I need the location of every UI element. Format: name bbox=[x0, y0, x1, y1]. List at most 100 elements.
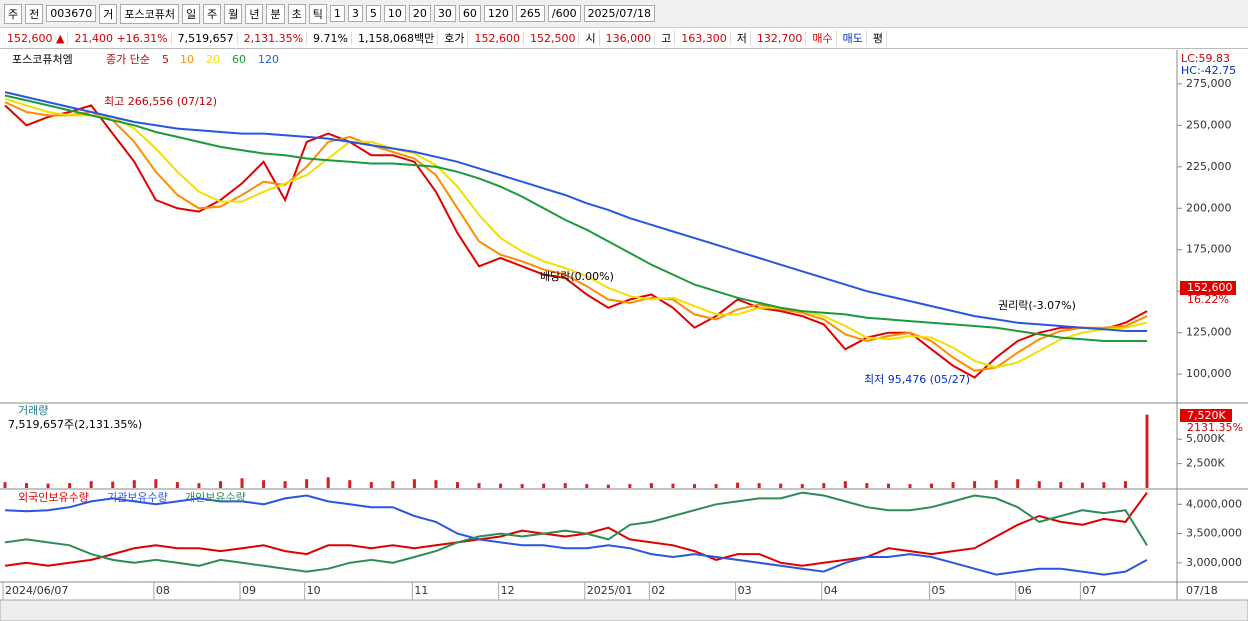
x-tick-label: 2025/01 bbox=[587, 584, 633, 597]
x-tick-label: 12 bbox=[501, 584, 515, 597]
legend-item: 5 bbox=[162, 53, 169, 66]
toolbar-item[interactable]: 주 bbox=[4, 3, 23, 24]
toolbar-item[interactable]: 전 bbox=[25, 3, 44, 24]
toolbar-item[interactable]: 분 bbox=[266, 3, 285, 24]
volume-bar bbox=[89, 481, 93, 488]
volume-bar bbox=[3, 482, 7, 488]
info-item: 1,158,068백만 bbox=[355, 30, 439, 46]
x-tick-label: 08 bbox=[156, 584, 170, 597]
volume-bar bbox=[391, 481, 395, 488]
toolbar-item[interactable]: 초 bbox=[287, 3, 306, 24]
toolbar-item[interactable]: 20 bbox=[408, 5, 431, 22]
toolbar-item[interactable]: 포스코퓨처 bbox=[120, 3, 179, 24]
toolbar-item[interactable]: 30 bbox=[433, 5, 456, 22]
x-end-label: 07/18 bbox=[1186, 584, 1218, 597]
right-label: 2131.35% bbox=[1187, 421, 1243, 434]
volume-bar bbox=[499, 483, 503, 488]
volume-bar bbox=[25, 483, 29, 488]
x-tick-label: 06 bbox=[1018, 584, 1032, 597]
toolbar-item[interactable]: 3 bbox=[347, 5, 363, 22]
volume-bar bbox=[154, 479, 158, 488]
toolbar-item[interactable]: 일 bbox=[181, 3, 201, 24]
toolbar-item[interactable]: 틱 bbox=[308, 3, 327, 24]
legend-item: 외국인보유수량 bbox=[18, 491, 89, 504]
x-tick-label: 04 bbox=[824, 584, 838, 597]
volume-bar bbox=[1102, 482, 1106, 488]
chart-title: 포스코퓨처엠 bbox=[12, 53, 73, 66]
y-tick-label: 250,000 bbox=[1186, 118, 1232, 131]
volume-bar bbox=[455, 482, 459, 488]
legend-item: 기관보유수량 bbox=[107, 491, 168, 504]
volume-bar bbox=[563, 483, 567, 488]
toolbar-item[interactable]: 10 bbox=[383, 5, 406, 22]
volume-bar bbox=[132, 480, 136, 488]
volume-bar bbox=[520, 484, 524, 488]
info-item: 21,400 +16.31% bbox=[71, 31, 172, 45]
info-item: 152,600 bbox=[471, 31, 524, 45]
info-item: 136,000 bbox=[603, 31, 656, 45]
volume-bar bbox=[1037, 481, 1041, 488]
info-item: 9.71% bbox=[310, 31, 352, 45]
volume-bar bbox=[175, 482, 179, 488]
toolbar-item[interactable]: /600 bbox=[547, 5, 581, 22]
toolbar-item[interactable]: 265 bbox=[515, 5, 545, 22]
volume-bar bbox=[1123, 481, 1127, 488]
toolbar: 주 전 003670 거 포스코퓨처 일 주 월 년 분 초 틱 1 3 5 10 20 30 60 120 265/6… bbox=[0, 0, 1248, 28]
x-tick-label: 07 bbox=[1082, 584, 1096, 597]
toolbar-item[interactable]: 월 bbox=[224, 3, 243, 24]
x-tick-label: 11 bbox=[414, 584, 428, 597]
info-item: 132,700 bbox=[754, 31, 807, 45]
volume-bar bbox=[628, 484, 632, 488]
x-tick-label: 10 bbox=[307, 584, 321, 597]
right-label: HC:-42.75 bbox=[1181, 64, 1236, 77]
info-item: 152,500 bbox=[527, 31, 580, 45]
annotation: 최저 95,476 (05/27) bbox=[864, 373, 970, 386]
volume-bar bbox=[908, 484, 912, 488]
toolbar-item[interactable]: 2025/07/18 bbox=[583, 5, 655, 22]
y-tick-label: 3,000,000 bbox=[1186, 556, 1242, 569]
y-tick-label: 100,000 bbox=[1186, 367, 1232, 380]
volume-bar bbox=[843, 481, 847, 488]
volume-bar bbox=[1080, 482, 1084, 488]
volume-bar bbox=[1059, 482, 1063, 488]
panel-subtitle: 7,519,657주(2,131.35%) bbox=[8, 418, 142, 431]
volume-box bbox=[1180, 409, 1232, 422]
toolbar-item[interactable]: 120 bbox=[483, 5, 513, 22]
volume-bar bbox=[412, 479, 416, 488]
legend-title: 종가 단순 bbox=[106, 53, 150, 66]
info-item: 152,600 ▲ bbox=[4, 31, 69, 45]
series-line bbox=[4, 97, 1148, 369]
volume-bar bbox=[951, 482, 955, 488]
volume-bar bbox=[714, 484, 718, 488]
toolbar-item[interactable]: 주 bbox=[203, 3, 222, 24]
price-box bbox=[1180, 281, 1236, 295]
toolbar-item[interactable]: 년 bbox=[245, 3, 264, 24]
info-item: 7,519,657 bbox=[175, 31, 238, 45]
volume-bar bbox=[822, 483, 826, 488]
volume-bar bbox=[994, 480, 998, 488]
y-tick-label: 4,000,000 bbox=[1186, 497, 1242, 510]
info-item: 시 bbox=[582, 30, 600, 46]
toolbar-item[interactable]: 60 bbox=[458, 5, 481, 22]
scrollbar[interactable] bbox=[0, 599, 1248, 621]
info-item: 매도 bbox=[840, 30, 867, 46]
toolbar-item[interactable]: 003670 bbox=[46, 5, 97, 22]
volume-bar bbox=[693, 484, 697, 488]
chart: 100,000125,000150,000175,000200,000225,0… bbox=[0, 50, 1248, 621]
right-label: 16.22% bbox=[1187, 293, 1229, 306]
annotation: 배당락(0.00%) bbox=[540, 270, 614, 283]
toolbar-item[interactable]: 거 bbox=[99, 3, 118, 24]
series-line bbox=[4, 94, 1147, 342]
right-label: LC:59.83 bbox=[1181, 52, 1230, 65]
volume-bar bbox=[1145, 414, 1149, 488]
volume-bar bbox=[800, 484, 804, 488]
legend-item: 10 bbox=[180, 53, 194, 66]
volume-bar bbox=[930, 483, 934, 488]
volume-bar bbox=[477, 483, 481, 488]
toolbar-item[interactable]: 1 bbox=[329, 5, 345, 22]
volume-bar bbox=[197, 483, 201, 488]
toolbar-item[interactable]: 5 bbox=[365, 5, 381, 22]
volume-bar bbox=[865, 483, 869, 488]
legend-item: 120 bbox=[258, 53, 279, 66]
volume-bar bbox=[779, 483, 783, 488]
